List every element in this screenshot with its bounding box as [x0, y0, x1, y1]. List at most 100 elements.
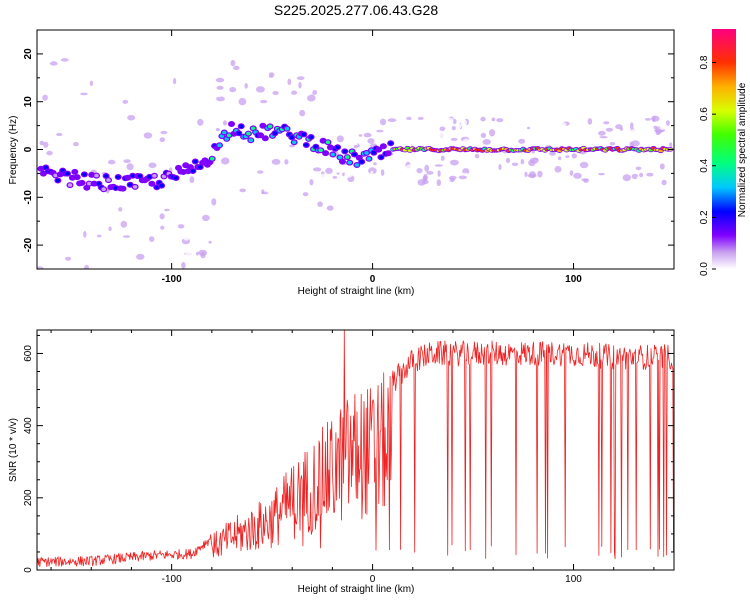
spectrogram-cell [185, 169, 191, 173]
spectrogram-cell [337, 155, 343, 160]
spectrogram-cell [531, 150, 535, 154]
spectrogram-cell [495, 124, 503, 130]
spectrogram-cell [547, 166, 552, 174]
spectrogram-cell [408, 152, 414, 158]
spectrogram-cell [308, 135, 314, 139]
spectrogram-cell [545, 133, 554, 141]
spectrogram-cell [130, 173, 135, 178]
spectrogram-cell [511, 162, 519, 166]
y-tick-label: 20 [23, 48, 34, 60]
spectrogram-cell [554, 166, 562, 173]
spectrogram-cell [79, 181, 85, 185]
spectrogram-cell [152, 174, 157, 178]
spectrogram-cell [387, 118, 397, 123]
spectrogram-cell [194, 108, 203, 112]
colorbar-tick-label: 0.6 [699, 107, 710, 121]
spectrogram-cell [323, 151, 328, 155]
spectrogram-cell [387, 176, 392, 181]
spectrogram-cell [376, 129, 384, 133]
spectrogram-cell [406, 116, 412, 121]
spectrogram-cell [90, 270, 96, 277]
spectrogram-cell [173, 176, 179, 180]
spectrogram-cell [183, 163, 188, 168]
colorbar-tick-label: 0.4 [699, 158, 710, 172]
spectrogram-cell [154, 185, 159, 190]
spectrogram-cell [215, 77, 225, 83]
spectrogram-cell [336, 172, 340, 175]
spectrogram-cell [524, 171, 528, 178]
spectrogram-cell [233, 65, 240, 71]
spectrogram-cell [313, 182, 318, 190]
spectrogram-cell [379, 118, 387, 126]
spectrogram-cell [38, 287, 43, 291]
spectrogram-cell [116, 175, 121, 179]
spectrogram-cell [581, 178, 589, 181]
spectrogram-cell [518, 138, 526, 144]
spectrogram-cell [569, 170, 574, 176]
spectrogram-cell [325, 167, 333, 174]
spectrogram-cell [239, 188, 246, 193]
spectrogram-cell [230, 59, 236, 67]
spectrogram-cell [229, 122, 234, 126]
spectrogram-cell [469, 173, 476, 179]
spectrogram-cell [148, 162, 157, 169]
spectrogram-cell [318, 125, 325, 132]
spectrogram-cell [458, 175, 467, 180]
spectrogram-cell [663, 175, 672, 179]
spectrogram-cell [502, 124, 507, 131]
spectrogram-cell [654, 129, 663, 133]
spectrogram-cell [53, 173, 58, 178]
spectrogram-cell [239, 124, 244, 129]
spectrogram-cell [428, 153, 434, 160]
spectrogram-cell [670, 130, 674, 134]
spectrogram-cell [636, 176, 641, 180]
spectrogram-cell [65, 256, 72, 261]
spectrogram-cell [129, 296, 132, 302]
spectrogram-cell [122, 99, 129, 104]
spectrogram-cell [488, 179, 494, 183]
spectrogram-cell [217, 143, 222, 147]
spectrogram-cell [271, 158, 281, 165]
spectrogram-cell [572, 134, 581, 139]
spectrogram-cell [652, 115, 656, 123]
spectrogram-cell [284, 159, 289, 165]
y-tick-label: -10 [23, 190, 34, 205]
spectrogram-cell [120, 186, 126, 191]
spectrogram-cell [370, 170, 374, 178]
spectrogram-cell [147, 271, 152, 275]
spectrogram-cell [619, 127, 623, 131]
y-tick-label: 400 [23, 417, 34, 434]
spectrogram-cell [246, 131, 251, 136]
spectrogram-cell [590, 161, 597, 164]
spectrogram-cell [512, 172, 517, 176]
spectrogram-cell [344, 123, 351, 131]
spectrogram-cell [603, 121, 610, 125]
spectrogram-cell [379, 163, 387, 169]
spectrogram-cell [236, 131, 241, 135]
spectrogram-cell [222, 130, 227, 135]
spectrogram-cell [299, 109, 306, 117]
spectrogram-cell [177, 224, 185, 229]
spectrogram-cell [635, 166, 642, 171]
spectrogram-cell [43, 165, 48, 170]
spectrogram-cell [176, 188, 182, 195]
spectrogram-cell [39, 140, 45, 146]
spectrogram-cell [181, 85, 185, 93]
spectrogram-cell [380, 169, 385, 176]
y-tick-label: 600 [23, 345, 34, 362]
spectrogram-cell [216, 96, 225, 102]
y-tick-label: 0 [23, 567, 34, 573]
spectrogram-cell [161, 174, 167, 179]
spectrogram-cell [659, 163, 665, 170]
spectrogram-cell [123, 159, 131, 164]
spectrogram-cell [498, 164, 502, 170]
spectrogram-cell [65, 171, 70, 176]
spectrogram-cell [449, 177, 455, 183]
spectrogram-cell [364, 151, 369, 155]
spectrogram-cell [480, 132, 487, 138]
snr-series-line [37, 330, 674, 568]
spectrogram-cell [211, 198, 217, 206]
spectrogram-cell [89, 173, 94, 177]
